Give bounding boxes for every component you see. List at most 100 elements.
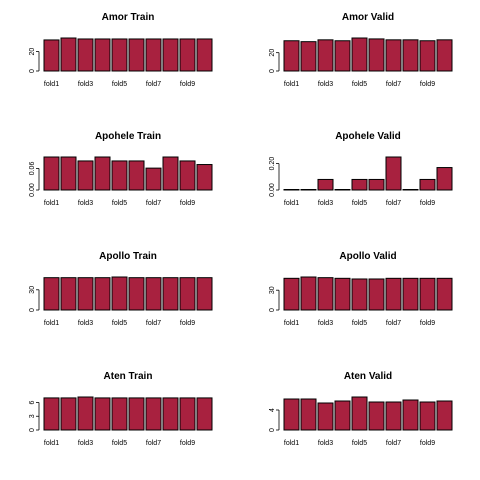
- bar-fold6: [368, 278, 385, 311]
- bar-fold6: [368, 38, 385, 72]
- chart-title: Apollo Train: [99, 251, 157, 262]
- bar-fold10: [196, 38, 213, 72]
- bar-fold8: [162, 397, 179, 431]
- bar-fold4: [334, 400, 351, 431]
- category-label: fold3: [318, 440, 333, 447]
- bar-fold10: [196, 397, 213, 431]
- category-label: fold7: [146, 81, 161, 88]
- category-label: fold1: [44, 440, 59, 447]
- y-tick-label: 0: [269, 69, 276, 73]
- bar-fold2: [60, 37, 77, 72]
- bar-fold4: [334, 189, 351, 191]
- bar-fold8: [402, 277, 419, 311]
- y-tick-label: 20: [269, 49, 276, 57]
- y-tick-label: 30: [29, 286, 36, 294]
- bar-fold8: [402, 189, 419, 191]
- category-label: fold5: [112, 440, 127, 447]
- category-label: fold9: [180, 440, 195, 447]
- bar-fold1: [43, 277, 60, 311]
- chart-panel-4: Apohele Valid 0.00 0.20 fold1 fold3 fold5 fold…: [269, 131, 453, 207]
- bar-fold5: [111, 38, 128, 72]
- category-label: fold7: [146, 320, 161, 327]
- category-label: fold7: [386, 81, 401, 88]
- bar-fold3: [317, 277, 334, 311]
- category-label: fold5: [352, 81, 367, 88]
- category-label: fold1: [44, 81, 59, 88]
- category-label: fold3: [318, 81, 333, 88]
- category-label: fold9: [420, 440, 435, 447]
- y-tick-label: 3: [29, 414, 36, 418]
- bar-fold9: [179, 397, 196, 431]
- category-label: fold3: [318, 320, 333, 327]
- bar-fold2: [60, 397, 77, 431]
- bar-fold7: [385, 39, 402, 72]
- bar-fold5: [111, 397, 128, 431]
- category-label: fold3: [78, 200, 93, 207]
- bar-fold2: [60, 156, 77, 191]
- category-label: fold1: [284, 320, 299, 327]
- chart-title: Amor Valid: [342, 12, 394, 23]
- category-label: fold7: [386, 200, 401, 207]
- y-tick-label: 30: [269, 286, 276, 294]
- chart-title: Amor Train: [102, 12, 155, 23]
- bar-fold1: [283, 40, 300, 72]
- category-label: fold5: [112, 81, 127, 88]
- bar-fold4: [94, 38, 111, 72]
- bar-fold5: [111, 276, 128, 311]
- category-label: fold3: [78, 440, 93, 447]
- bar-fold7: [145, 397, 162, 431]
- category-label: fold9: [180, 81, 195, 88]
- bar-fold1: [43, 39, 60, 72]
- category-label: fold7: [386, 440, 401, 447]
- bar-fold1: [283, 277, 300, 311]
- bar-fold9: [179, 38, 196, 72]
- bar-fold7: [385, 156, 402, 191]
- bar-fold2: [60, 277, 77, 311]
- bar-fold4: [94, 156, 111, 191]
- chart-panel-2: Amor Valid 0 20 fold1 fold3 fold5 fold7 fold9: [269, 12, 453, 88]
- bar-fold5: [111, 160, 128, 191]
- category-label: fold1: [44, 320, 59, 327]
- y-tick-label: 20: [29, 48, 36, 56]
- chart-title: Apollo Valid: [339, 251, 396, 262]
- chart-panel-1: Amor Train 0 20 fold1 fold3 fold5 fold7 fold9: [29, 12, 213, 88]
- bar-fold4: [94, 277, 111, 311]
- bar-fold8: [402, 399, 419, 431]
- category-label: fold5: [352, 200, 367, 207]
- bar-fold6: [128, 160, 145, 191]
- category-label: fold5: [112, 320, 127, 327]
- bar-fold5: [351, 278, 368, 311]
- bar-fold7: [145, 277, 162, 311]
- category-label: fold7: [386, 320, 401, 327]
- bar-fold7: [385, 401, 402, 431]
- category-label: fold5: [112, 200, 127, 207]
- bar-fold10: [436, 39, 453, 72]
- category-label: fold9: [180, 320, 195, 327]
- bar-fold2: [300, 41, 317, 72]
- bar-fold3: [77, 160, 94, 191]
- bar-fold3: [77, 396, 94, 431]
- chart-panel-8: Aten Valid 0 4 fold1 fold3 fold5 fold7 fold9: [269, 371, 453, 447]
- y-tick-label: 0: [29, 308, 36, 312]
- y-tick-label: 0: [29, 69, 36, 73]
- category-label: fold5: [352, 440, 367, 447]
- bar-fold1: [283, 189, 300, 191]
- y-tick-label: 0.00: [29, 183, 36, 197]
- y-tick-label: 0: [269, 308, 276, 312]
- category-label: fold3: [78, 320, 93, 327]
- category-label: fold9: [180, 200, 195, 207]
- y-tick-label: 6: [29, 400, 36, 404]
- bar-fold9: [179, 160, 196, 191]
- bar-fold6: [368, 178, 385, 191]
- bar-fold5: [351, 37, 368, 72]
- bar-fold1: [43, 156, 60, 191]
- chart-title: Apohele Valid: [335, 131, 401, 142]
- category-label: fold7: [146, 200, 161, 207]
- bar-fold5: [351, 396, 368, 431]
- bar-fold8: [402, 39, 419, 72]
- category-label: fold1: [44, 200, 59, 207]
- bar-fold10: [196, 164, 213, 191]
- bar-fold2: [300, 276, 317, 311]
- category-label: fold9: [420, 200, 435, 207]
